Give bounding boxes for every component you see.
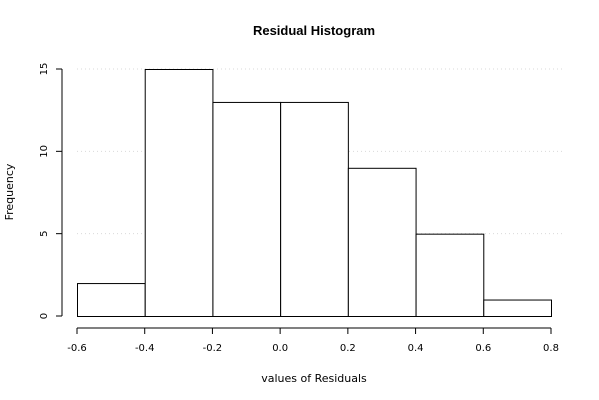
bars-group bbox=[77, 69, 552, 318]
x-tick-label-7: 0.8 bbox=[543, 343, 559, 354]
histogram-bar-6 bbox=[483, 299, 552, 317]
x-tick-label-4: 0.2 bbox=[340, 343, 356, 354]
histogram-bar-0 bbox=[77, 283, 146, 318]
histogram-bar-1 bbox=[144, 69, 214, 317]
y-axis: 0 5 10 15 bbox=[39, 63, 63, 319]
x-tick-label-2: -0.2 bbox=[203, 343, 223, 354]
x-tick-label-1: -0.4 bbox=[135, 343, 155, 354]
y-tick-label-3: 15 bbox=[39, 63, 50, 76]
x-axis-label: values of Residuals bbox=[261, 372, 367, 385]
y-tick-label-2: 10 bbox=[39, 145, 50, 158]
x-tick-label-5: 0.4 bbox=[408, 343, 424, 354]
x-tick-label-6: 0.6 bbox=[475, 343, 491, 354]
y-tick-label-1: 5 bbox=[39, 230, 50, 236]
histogram-bar-5 bbox=[415, 233, 485, 318]
x-axis: -0.6 -0.4 -0.2 0.0 0.2 0.4 0.6 0.8 bbox=[67, 327, 559, 354]
x-tick-label-0: -0.6 bbox=[67, 343, 87, 354]
x-tick-label-3: 0.0 bbox=[272, 343, 288, 354]
histogram-bar-2 bbox=[212, 101, 282, 317]
histogram-bar-4 bbox=[347, 167, 417, 317]
y-tick-label-0: 0 bbox=[39, 313, 50, 319]
y-axis-label: Frequency bbox=[3, 163, 16, 220]
histogram-bar-3 bbox=[280, 101, 349, 317]
chart-title: Residual Histogram bbox=[253, 23, 375, 38]
